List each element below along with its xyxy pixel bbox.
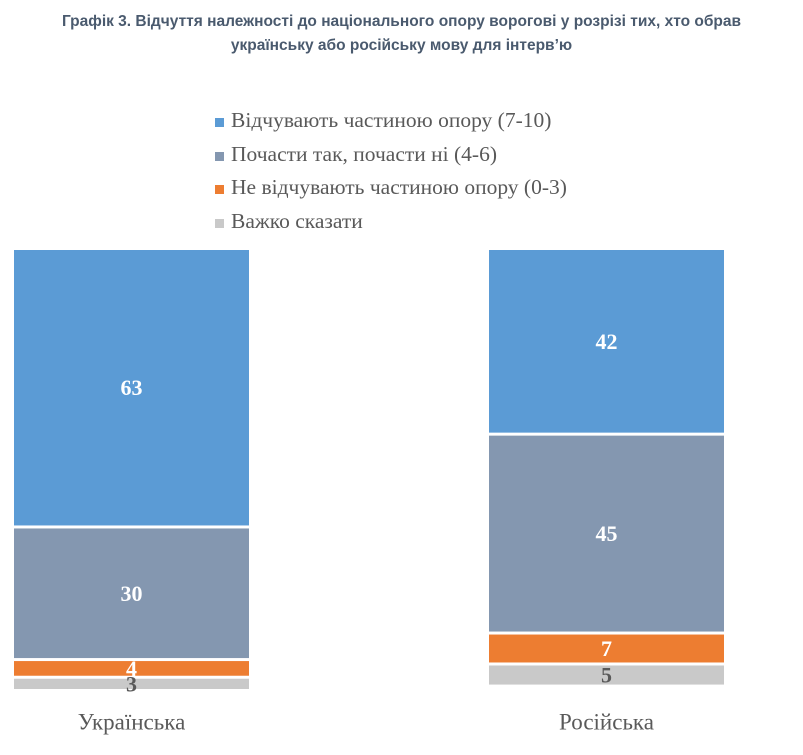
x-tick-label-russian: Російська [559, 710, 654, 735]
data-label-ukrainian-feel-part: 63 [121, 375, 143, 400]
legend-label-feel-part: Відчувають частиною опору (7-10) [231, 108, 552, 133]
legend-label-not-feel: Не відчувають частиною опору (0-3) [231, 175, 567, 200]
data-label-russian-not-feel: 7 [601, 636, 612, 661]
legend-item-not-feel: Не відчувають частиною опору (0-3) [215, 171, 567, 205]
bar-segment-russian-hard-to-say [489, 665, 724, 685]
bar-segment-russian-feel-part [489, 250, 724, 433]
data-label-ukrainian-hard-to-say: 3 [126, 671, 137, 696]
bar-segment-ukrainian-partly [14, 528, 249, 659]
legend-item-hard-to-say: Важко сказати [215, 205, 567, 239]
legend-item-partly: Почасти так, почасти ні (4-6) [215, 138, 567, 172]
data-label-ukrainian-not-feel: 4 [126, 656, 137, 681]
data-label-russian-partly: 45 [596, 521, 618, 546]
legend-swatch-hard-to-say [215, 218, 224, 228]
legend-label-partly: Почасти так, почасти ні (4-6) [231, 141, 497, 166]
data-label-ukrainian-partly: 30 [121, 581, 143, 606]
bar-segment-ukrainian-hard-to-say [14, 678, 249, 689]
bar-segment-ukrainian-feel-part [14, 250, 249, 526]
chart-title-line-2: українську або російську мову для інтерв… [230, 37, 573, 54]
bar-segment-russian-partly [489, 435, 724, 632]
chart-legend: Відчувають частиною опору (7-10) Почасти… [215, 104, 567, 238]
legend-swatch-feel-part [215, 118, 224, 128]
chart-title-line-1: Графік 3. Відчуття належності до націона… [61, 13, 742, 30]
bar-segment-russian-not-feel [489, 634, 724, 663]
chart-title: Графік 3. Відчуття належності до націона… [0, 10, 803, 58]
legend-label-hard-to-say: Важко сказати [231, 208, 363, 233]
legend-swatch-not-feel [215, 185, 224, 195]
data-label-russian-feel-part: 42 [596, 329, 618, 354]
x-tick-label-ukrainian: Українська [78, 710, 186, 735]
legend-item-feel-part: Відчувають частиною опору (7-10) [215, 104, 567, 138]
bar-segment-ukrainian-not-feel [14, 661, 249, 676]
data-label-russian-hard-to-say: 5 [601, 663, 612, 688]
legend-swatch-partly [215, 151, 224, 161]
